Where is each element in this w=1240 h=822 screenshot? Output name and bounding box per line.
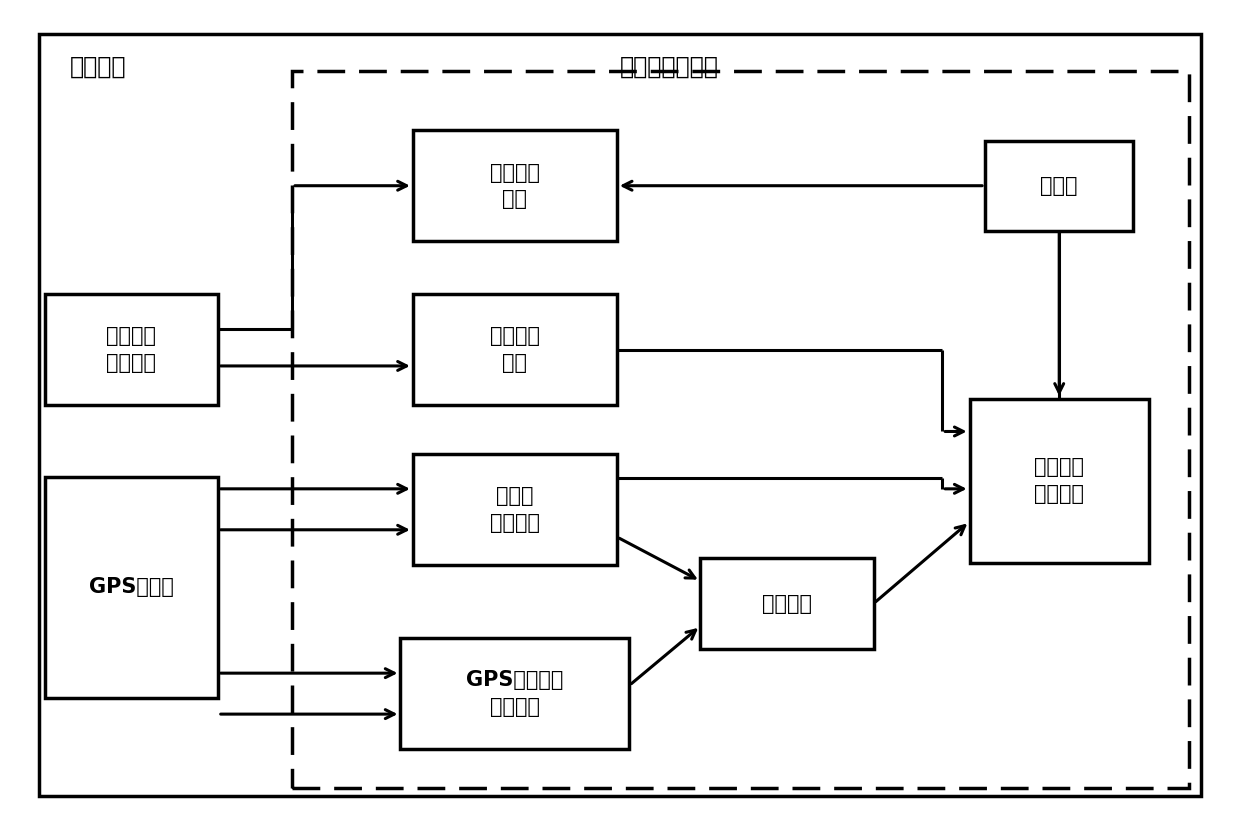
Text: 秒脉冲
接收单元: 秒脉冲 接收单元	[490, 486, 539, 533]
Text: 同步时刻
计算模块: 同步时刻 计算模块	[1034, 457, 1084, 504]
Bar	[413, 131, 618, 241]
Text: 水声信号
采集单元: 水声信号 采集单元	[107, 326, 156, 372]
Bar	[401, 639, 629, 749]
Bar	[45, 477, 218, 698]
Text: GPS时间信息
接收单元: GPS时间信息 接收单元	[466, 671, 563, 717]
Text: 信号提取
模块: 信号提取 模块	[490, 326, 539, 372]
Bar	[701, 558, 874, 649]
Bar	[413, 294, 618, 405]
Text: 数字信号处理器: 数字信号处理器	[620, 54, 719, 79]
Bar	[293, 71, 1189, 787]
Bar	[985, 141, 1133, 231]
Bar	[45, 294, 218, 405]
Text: 浮标平台: 浮标平台	[69, 54, 126, 79]
Text: 序号生成
模块: 序号生成 模块	[490, 163, 539, 209]
Text: 比较模块: 比较模块	[763, 593, 812, 613]
Text: 定时器: 定时器	[1040, 176, 1078, 196]
Bar	[413, 454, 618, 565]
Bar	[970, 399, 1149, 562]
Text: GPS接收机: GPS接收机	[89, 577, 174, 597]
